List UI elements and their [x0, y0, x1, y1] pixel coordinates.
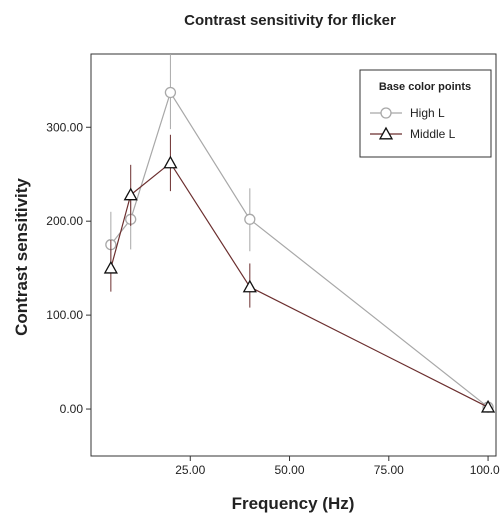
- data-point: [103, 260, 118, 274]
- y-tick-label: 0.00: [60, 402, 84, 416]
- x-tick-label: 25.00: [175, 463, 205, 477]
- data-point: [123, 187, 138, 201]
- legend: Base color points High L Middle L: [359, 69, 492, 158]
- x-axis-label: Frequency (Hz): [232, 494, 355, 513]
- x-tick-label: 50.00: [275, 463, 305, 477]
- x-tick-label: 100.00: [470, 463, 500, 477]
- y-tick-label: 300.00: [46, 120, 83, 134]
- y-tick-label: 200.00: [46, 214, 83, 228]
- y-axis-label: Contrast sensitivity: [12, 178, 31, 336]
- series-1: [103, 134, 496, 413]
- data-point: [163, 155, 178, 169]
- legend-label: High L: [410, 106, 445, 120]
- series-layer: [103, 54, 496, 413]
- x-axis: 25.00 50.00 75.00 100.00: [175, 456, 500, 477]
- data-point: [242, 279, 257, 293]
- data-point: [480, 399, 496, 413]
- data-point: [164, 86, 177, 99]
- y-axis: 0.00 100.00 200.00 300.00: [46, 120, 91, 416]
- x-tick-label: 75.00: [374, 463, 404, 477]
- chart-title: Contrast sensitivity for flicker: [184, 12, 396, 29]
- legend-title: Base color points: [379, 81, 471, 93]
- y-tick-label: 100.00: [46, 308, 83, 322]
- legend-label: Middle L: [410, 127, 456, 141]
- legend-marker: [378, 126, 394, 140]
- legend-marker: [380, 107, 392, 119]
- data-point: [244, 213, 256, 225]
